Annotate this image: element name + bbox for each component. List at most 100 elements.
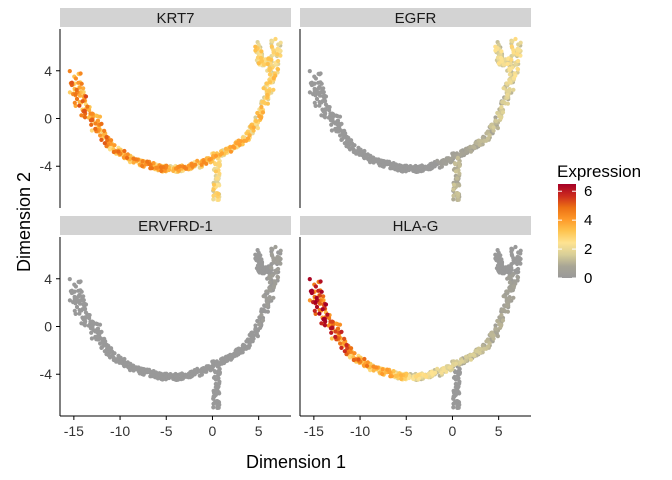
x-tick-label: 5 [255, 423, 263, 439]
data-point [327, 105, 332, 110]
data-point [380, 367, 385, 372]
data-point [451, 197, 456, 202]
data-point [155, 376, 160, 381]
data-point [273, 244, 278, 250]
data-point [251, 128, 256, 133]
data-point [81, 302, 86, 307]
data-point [316, 288, 321, 293]
data-point [256, 61, 261, 66]
x-tick-label: 0 [209, 423, 217, 439]
data-point [317, 72, 322, 77]
data-point [477, 142, 482, 147]
data-point [314, 96, 320, 102]
y-tick-label: 0 [44, 111, 52, 127]
data-point [463, 354, 468, 359]
data-point [329, 128, 334, 133]
data-point [453, 169, 458, 174]
data-point [122, 148, 127, 154]
data-point [261, 62, 266, 67]
data-point [505, 61, 510, 67]
data-point [516, 266, 521, 272]
facet-strip [300, 8, 531, 27]
data-point [149, 166, 154, 171]
data-point [314, 295, 319, 300]
data-point [213, 162, 218, 167]
data-point [102, 128, 107, 133]
data-point [318, 279, 323, 284]
data-point [112, 351, 117, 356]
data-point [83, 94, 89, 99]
data-point [273, 281, 278, 286]
x-tick-label: -15 [304, 423, 324, 439]
data-point [211, 197, 216, 202]
data-point [317, 293, 322, 298]
data-point [507, 276, 512, 281]
data-point [87, 313, 92, 318]
data-point [356, 357, 361, 362]
data-point [498, 323, 504, 329]
data-point [494, 326, 499, 332]
data-point [177, 164, 182, 169]
data-point [330, 116, 335, 121]
data-point [256, 42, 261, 47]
data-point [342, 336, 347, 341]
facet-strip [60, 216, 291, 235]
data-point [493, 44, 498, 49]
data-point [380, 371, 385, 377]
data-point [215, 363, 220, 368]
data-point [364, 363, 370, 368]
data-point [468, 149, 474, 154]
data-point [352, 351, 357, 356]
data-point [323, 302, 329, 307]
data-point [257, 322, 262, 327]
data-point [504, 289, 510, 294]
data-point [216, 191, 221, 196]
data-point [125, 152, 130, 157]
data-point [453, 361, 459, 366]
data-point [216, 376, 221, 381]
data-point [513, 244, 518, 250]
data-point [131, 160, 136, 165]
data-point [81, 294, 86, 299]
data-point [202, 369, 208, 374]
data-point [338, 133, 343, 138]
data-point [223, 146, 228, 151]
data-point [447, 365, 452, 370]
data-point [321, 94, 326, 99]
data-point [251, 125, 256, 130]
data-point [261, 294, 266, 299]
scatter-points [307, 244, 523, 410]
data-point [482, 346, 487, 351]
data-point [269, 265, 274, 270]
data-point [495, 110, 500, 116]
data-point [267, 280, 272, 285]
data-point [90, 324, 95, 329]
data-point [88, 319, 93, 324]
data-point [88, 111, 93, 116]
x-tick-label: -5 [400, 423, 413, 439]
data-point [211, 187, 216, 192]
data-point [79, 81, 84, 86]
data-point [312, 308, 317, 313]
data-point [245, 136, 251, 141]
data-point [507, 66, 512, 71]
data-point [451, 182, 457, 187]
y-axis-label: Dimension 2 [14, 172, 34, 272]
data-point [501, 294, 506, 299]
data-point [217, 163, 222, 168]
data-point [416, 372, 421, 378]
data-point [89, 336, 94, 341]
data-point [491, 125, 496, 130]
data-point [518, 40, 523, 45]
data-point [513, 73, 518, 78]
data-point [254, 326, 259, 332]
data-point [101, 343, 106, 348]
data-point [312, 81, 317, 86]
data-point [259, 312, 264, 318]
data-point [429, 370, 434, 375]
data-point [77, 85, 82, 90]
data-point [255, 110, 260, 116]
data-point [395, 168, 400, 173]
data-point [267, 72, 272, 77]
